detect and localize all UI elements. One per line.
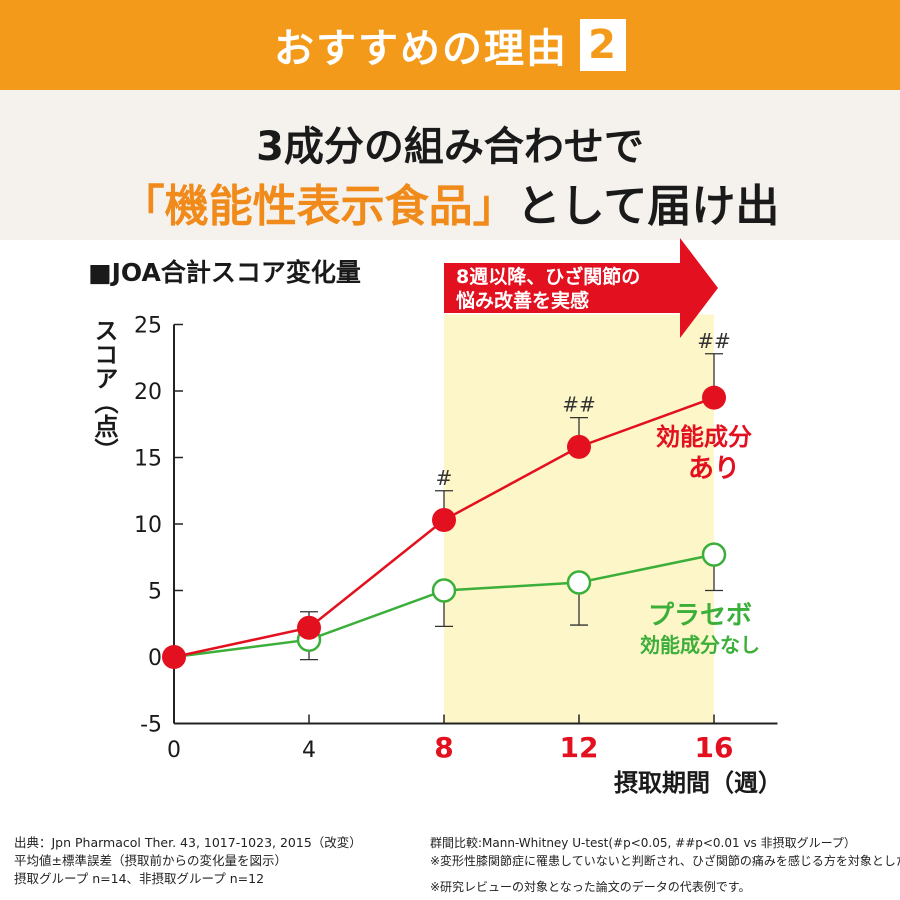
- x-tick-label: 8: [434, 731, 453, 764]
- data-point-active: [297, 615, 321, 640]
- significance-marker: ##: [562, 393, 596, 417]
- data-point-active: [702, 385, 726, 410]
- y-tick-label: 25: [134, 314, 162, 339]
- y-tick-label: 0: [148, 646, 162, 671]
- y-tick-label: 10: [134, 513, 162, 538]
- data-point-placebo: [431, 578, 457, 603]
- footer-sample-size: 摂取グループ n=14、非摂取グループ n=12: [14, 871, 265, 886]
- headline-line2: 「機能性表示食品」として届け出: [0, 170, 900, 234]
- callout-text-line1: 8週以降、ひざ関節の: [456, 265, 640, 288]
- footer-right: 群間比較:Mann-Whitney U-test(#p<0.05, ##p<0.…: [430, 834, 900, 896]
- headline-rest: として届け出: [516, 181, 780, 232]
- data-point-active: [432, 508, 456, 533]
- footer-subject-note: ※変形性膝関節症に罹患していないと判断され、ひざ関節の痛みを感じる方を対象とした…: [430, 854, 900, 868]
- y-tick-label: 20: [134, 380, 162, 405]
- significance-marker: #: [436, 466, 453, 490]
- header-number-badge: 2: [580, 19, 626, 71]
- series-label-placebo-line2: 効能成分なし: [640, 633, 760, 657]
- series-label-active-line2: あり: [688, 454, 740, 484]
- chart-title: ■JOA合計スコア変化量: [88, 258, 361, 287]
- footer-test: 群間比較:Mann-Whitney U-test(#p<0.05, ##p<0.…: [430, 836, 856, 850]
- series-label-placebo-line1: プラセボ: [648, 601, 752, 631]
- x-tick-label: 16: [695, 731, 734, 764]
- callout-text-line2: 悩み改善を実感: [456, 289, 589, 312]
- headline-line1: 3成分の組み合わせで: [256, 124, 644, 170]
- headline-highlight: 「機能性表示食品」: [120, 181, 517, 232]
- footer-left: 出典：Jpn Pharmacol Ther. 43, 1017-1023, 20…: [14, 834, 362, 888]
- footer-review-note: ※研究レビューの対象となった論文のデータの代表例です。: [430, 880, 751, 894]
- footer-source: 出典：Jpn Pharmacol Ther. 43, 1017-1023, 20…: [14, 835, 362, 850]
- x-tick-label: 12: [560, 731, 599, 764]
- headline-band: [0, 90, 900, 240]
- significance-marker: ##: [697, 329, 731, 353]
- y-tick-label: 15: [134, 447, 162, 472]
- data-point-placebo: [701, 542, 727, 567]
- data-point-active: [162, 645, 186, 669]
- data-point-active: [567, 434, 591, 459]
- x-tick-label: 4: [302, 738, 316, 763]
- callout-arrow: [444, 238, 718, 338]
- y-tick-label: 5: [148, 580, 162, 605]
- x-axis-label: 摂取期間（週）: [614, 769, 782, 797]
- y-axis-label: スコア（点）: [90, 318, 118, 462]
- header-banner: おすすめの理由 2: [0, 0, 900, 90]
- series-label-active-line1: 効能成分: [656, 423, 752, 451]
- footer-stat-note: 平均値±標準誤差（摂取前からの変化量を図示）: [14, 853, 287, 868]
- data-point-placebo: [566, 570, 592, 595]
- highlight-region: [444, 314, 714, 724]
- header-title: おすすめの理由: [274, 26, 568, 72]
- x-tick-label: 0: [167, 738, 181, 763]
- y-tick-label: -5: [140, 713, 162, 738]
